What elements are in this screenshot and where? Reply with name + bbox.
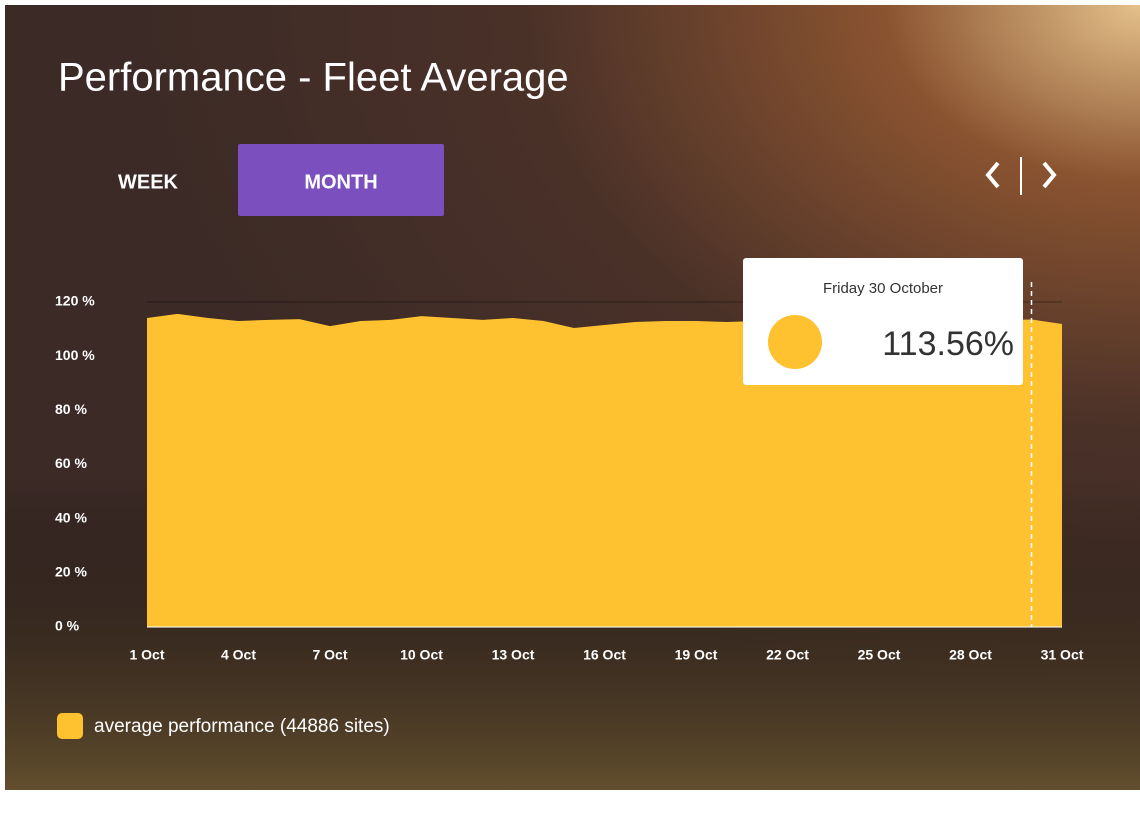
x-tick-label: 31 Oct — [1041, 647, 1084, 663]
x-tick-label: 28 Oct — [949, 647, 992, 663]
x-tick-label: 10 Oct — [400, 647, 443, 663]
month-tab[interactable]: MONTH — [304, 171, 377, 193]
x-tick-label: 4 Oct — [221, 647, 256, 663]
tooltip-value: 113.56% — [882, 325, 1014, 363]
x-tick-label: 16 Oct — [583, 647, 626, 663]
y-tick-label: 0 % — [55, 618, 80, 634]
week-tab[interactable]: WEEK — [118, 171, 179, 193]
title: Performance - Fleet Average — [58, 56, 569, 100]
y-tick-label: 100 % — [55, 347, 95, 363]
y-tick-label: 60 % — [55, 455, 87, 471]
legend-swatch — [57, 713, 83, 739]
y-tick-label: 120 % — [55, 293, 95, 309]
legend-label: average performance (44886 sites) — [94, 716, 390, 737]
x-tick-label: 19 Oct — [675, 647, 718, 663]
prev-arrow[interactable] — [985, 161, 1000, 189]
y-tick-label: 20 % — [55, 564, 87, 580]
x-tick-label: 7 Oct — [312, 647, 347, 663]
month-tab-bg[interactable] — [238, 144, 444, 216]
next-arrow[interactable] — [1042, 161, 1057, 189]
tooltip-date: Friday 30 October — [823, 280, 943, 297]
y-tick-label: 80 % — [55, 401, 87, 417]
x-tick-label: 25 Oct — [858, 647, 901, 663]
x-tick-label: 1 Oct — [129, 647, 164, 663]
tooltip-swatch — [768, 315, 822, 369]
area — [147, 313, 1062, 627]
x-tick-label: 22 Oct — [766, 647, 809, 663]
x-tick-label: 13 Oct — [492, 647, 535, 663]
y-tick-label: 40 % — [55, 509, 87, 525]
